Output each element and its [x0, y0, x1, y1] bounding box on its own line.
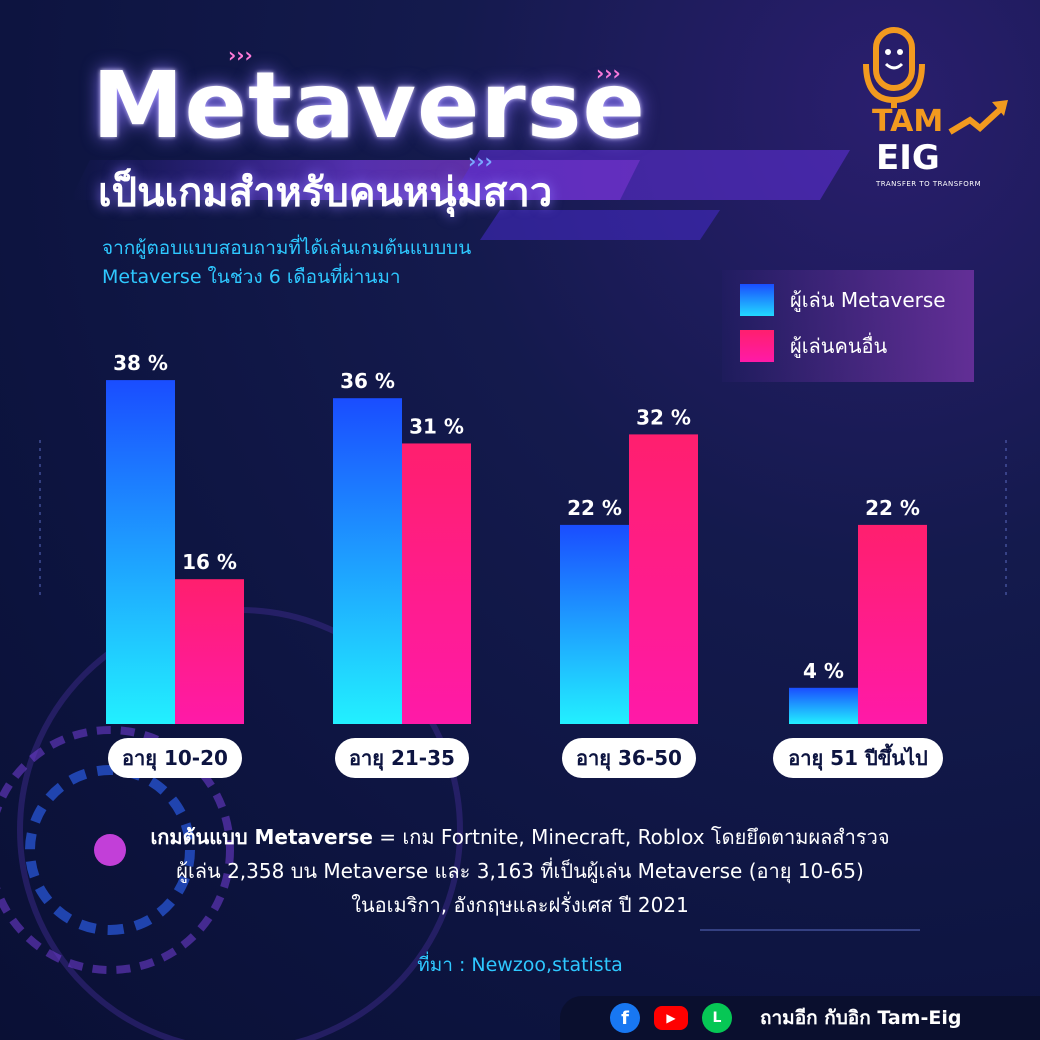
legend-item-others: ผู้เล่นคนอื่น: [740, 330, 887, 362]
bar-metaverse-2: [560, 524, 629, 724]
bar-others-2: [629, 434, 698, 724]
line-icon[interactable]: L: [702, 1003, 732, 1033]
category-label-1: อายุ 21-35: [335, 738, 469, 778]
footnote-line-1-rest: = เกม Fortnite, Minecraft, Roblox โดยยึด…: [372, 825, 890, 849]
data-label-others-1: 31 %: [409, 414, 464, 438]
logo-text-tam: TAM: [872, 104, 944, 139]
logo-tagline: TRANSFER TO TRANSFORM: [876, 180, 982, 188]
youtube-icon[interactable]: ▶: [654, 1006, 688, 1030]
chart-legend: ผู้เล่น Metaverse ผู้เล่นคนอื่น: [722, 270, 974, 382]
chart-title: Metaverse: [92, 52, 646, 159]
chart-footnote: เกมต้นแบบ Metaverse = เกม Fortnite, Mine…: [60, 820, 980, 922]
data-label-metaverse-2: 22 %: [567, 496, 622, 520]
facebook-icon[interactable]: f: [610, 1003, 640, 1033]
data-label-metaverse-1: 36 %: [340, 369, 395, 393]
data-label-others-0: 16 %: [182, 550, 237, 574]
legend-item-metaverse: ผู้เล่น Metaverse: [740, 284, 946, 316]
category-label-0: อายุ 10-20: [108, 738, 242, 778]
data-label-metaverse-0: 38 %: [113, 351, 168, 375]
footnote-line-3: ในอเมริกา, อังกฤษและฝรั่งเศส ปี 2021: [351, 893, 689, 917]
legend-swatch-metaverse: [740, 284, 774, 316]
bar-metaverse-0: [106, 380, 175, 724]
tam-eig-logo-icon: [863, 27, 1008, 135]
bar-others-1: [402, 443, 471, 724]
bar-metaverse-3: [789, 687, 858, 724]
chart-description: จากผู้ตอบแบบสอบถามที่ได้เล่นเกมต้นแบบบน …: [102, 234, 582, 292]
chart-subtitle: เป็นเกมสำหรับคนหนุ่มสาว: [98, 170, 553, 216]
bar-others-3: [858, 524, 927, 724]
data-label-others-3: 22 %: [865, 496, 920, 520]
footer-bar: f ▶ L ถามอีก กับอิก Tam-Eig: [560, 996, 1040, 1040]
description-line-2: Metaverse ในช่วง 6 เดือนที่ผ่านมา: [102, 266, 401, 288]
legend-label-metaverse: ผู้เล่น Metaverse: [790, 288, 946, 312]
chart-source: ที่มา : Newzoo,statista: [417, 954, 623, 976]
footnote-line-1: เกมต้นแบบ Metaverse = เกม Fortnite, Mine…: [60, 820, 980, 854]
description-line-1: จากผู้ตอบแบบสอบถามที่ได้เล่นเกมต้นแบบบน: [102, 237, 472, 259]
bar-others-0: [175, 579, 244, 724]
logo-text-eig: EIG: [876, 138, 940, 178]
footnote-bold: เกมต้นแบบ Metaverse: [150, 825, 373, 849]
category-label-2: อายุ 36-50: [562, 738, 696, 778]
data-label-metaverse-3: 4 %: [803, 659, 844, 683]
footer-brand-text: ถามอีก กับอิก Tam-Eig: [760, 1007, 962, 1029]
footnote-line-2: ผู้เล่น 2,358 บน Metaverse และ 3,163 ที่…: [176, 859, 864, 883]
bar-metaverse-1: [333, 398, 402, 724]
legend-label-others: ผู้เล่นคนอื่น: [790, 334, 888, 358]
category-label-3: อายุ 51 ปีขึ้นไป: [773, 738, 943, 778]
legend-swatch-others: [740, 330, 774, 362]
data-label-others-2: 32 %: [636, 405, 691, 429]
